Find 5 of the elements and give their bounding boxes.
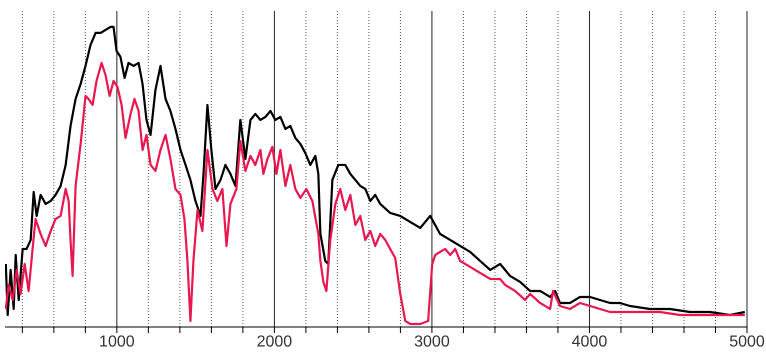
x-tick-label: 3000 xyxy=(414,333,450,350)
x-tick-label: 2000 xyxy=(256,333,292,350)
x-tick-label: 1000 xyxy=(99,333,135,350)
x-tick-label: 5000 xyxy=(729,333,765,350)
x-tick-label: 4000 xyxy=(572,333,608,350)
